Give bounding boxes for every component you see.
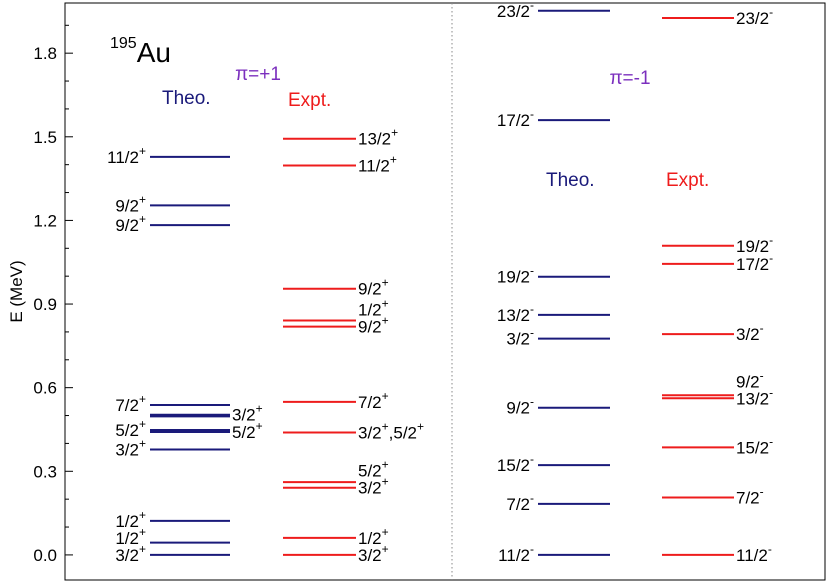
y-tick-label: 0.9 (33, 295, 57, 314)
y-axis: 0.0 0.3 0.6 0.9 1.2 1.5 1.8 E (MeV) (7, 24, 73, 565)
level-spin-label: 3/2+ (115, 437, 146, 460)
level-spin-label: 1/2+ (358, 525, 389, 548)
level-spin-label: 7/2+ (358, 389, 389, 412)
level-spin-label: 15/2- (497, 452, 534, 475)
level-spin-label: 19/2- (497, 264, 534, 287)
y-tick-label: 1.8 (33, 44, 57, 63)
level-spin-label: 9/2+ (358, 276, 389, 299)
level-spin-label: 11/2+ (358, 153, 397, 176)
column-label-theo: Theo. (546, 170, 595, 191)
energy-levels (150, 9, 734, 556)
y-tick-label: 0.3 (33, 462, 57, 481)
level-spin-label: 15/2- (736, 434, 773, 457)
level-spin-label: 3/2+ (358, 542, 389, 565)
level-spin-label: 3/2- (506, 326, 534, 349)
level-spin-label: 23/2- (497, 0, 534, 21)
nucleus-mass: 195 (110, 35, 137, 52)
plot-frame (64, 2, 826, 581)
y-tick-label: 0.6 (33, 379, 57, 398)
level-spin-label: 9/2+ (358, 314, 389, 337)
level-spin-label: 5/2+ (115, 417, 146, 440)
level-spin-label: 19/2- (736, 233, 773, 256)
nucleus-symbol: Au (137, 37, 171, 68)
level-spin-label: 3/2- (736, 321, 764, 344)
level-spin-label: 13/2- (497, 302, 534, 325)
y-tick-label: 1.2 (33, 211, 57, 230)
level-spin-label: 9/2+ (115, 192, 146, 215)
level-spin-label: 17/2- (736, 251, 773, 274)
plot-border (64, 2, 826, 581)
level-spin-label: 11/2- (498, 542, 534, 565)
level-spin-label: 3/2+ (358, 475, 389, 498)
level-spin-label: 7/2+ (115, 392, 146, 415)
level-spin-label: 17/2- (497, 107, 534, 130)
level-spin-label: 1/2+ (115, 525, 146, 548)
level-spin-label: 3/2+ (232, 402, 263, 425)
level-spin-label: 7/2- (736, 484, 764, 507)
level-spin-label: 11/2+ (107, 144, 146, 167)
column-label-expt: Expt. (288, 90, 331, 111)
level-spin-label: 9/2- (736, 368, 764, 391)
level-spin-label: 9/2+ (115, 212, 146, 235)
column-label-expt: Expt. (666, 170, 709, 191)
level-spin-label: 1/2+ (115, 508, 146, 531)
parity-label: π=-1 (609, 68, 650, 89)
level-spin-label: 3/2+ (115, 542, 146, 565)
level-spin-label: 3/2+,5/2+ (358, 420, 424, 443)
level-spin-label: 13/2- (736, 385, 773, 408)
level-spin-label: 23/2- (736, 5, 773, 28)
level-spin-label: 1/2+ (358, 297, 389, 320)
level-spin-label: 9/2- (506, 395, 534, 418)
level-spin-label: 7/2- (506, 491, 534, 514)
column-label-theo: Theo. (162, 88, 211, 109)
level-spin-label: 13/2+ (358, 126, 398, 149)
annotations: 195Au π=+1 Theo. Expt. π=-1 Theo. Expt. (110, 35, 709, 191)
nucleus-label: 195Au (110, 35, 171, 68)
y-axis-label: E (MeV) (7, 260, 26, 322)
parity-label: π=+1 (235, 64, 281, 85)
level-spin-label: 5/2+ (358, 458, 389, 481)
level-labels: 3/2+1/2+1/2+3/2+5/2+5/2+ 3/2+7/2+9/2+9/2+… (107, 0, 773, 565)
level-spin-label: 11/2- (736, 542, 772, 565)
level-spin-label: 5/2+ (232, 419, 263, 442)
y-tick-label: 1.5 (33, 128, 57, 147)
y-tick-label: 0.0 (33, 546, 57, 565)
